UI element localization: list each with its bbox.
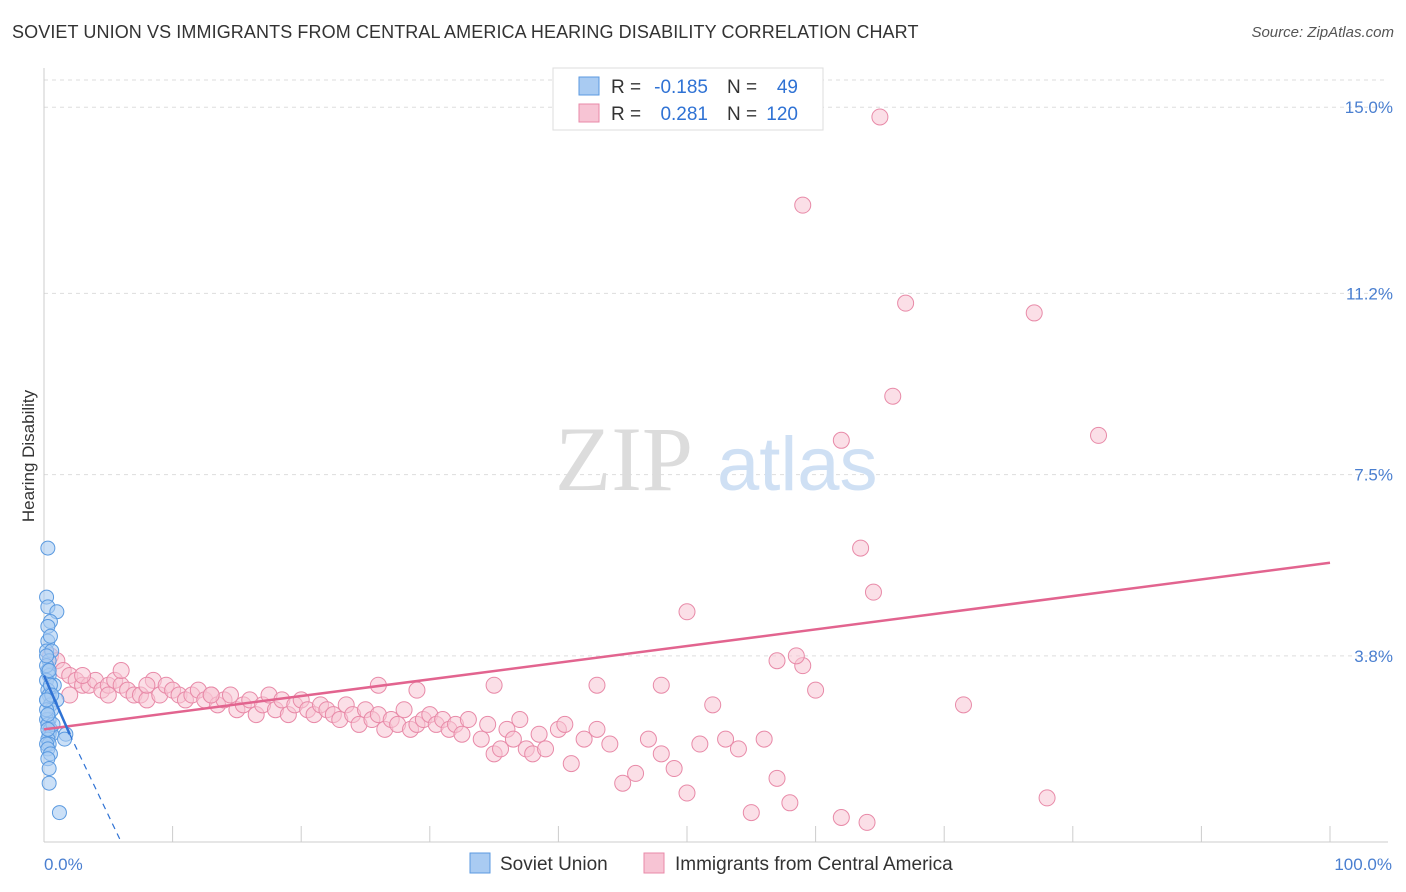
- legend-swatch-soviet-union: [578, 76, 600, 96]
- data-point-soviet-union: [41, 775, 57, 791]
- data-point-immigrants: [781, 794, 799, 812]
- data-point-immigrants: [537, 740, 555, 758]
- data-point-soviet-union: [42, 628, 58, 644]
- data-point-immigrants: [678, 603, 696, 621]
- x-tick-label-end: 100.0%: [1334, 855, 1392, 874]
- data-point-immigrants: [601, 735, 619, 753]
- data-point-immigrants: [871, 108, 889, 126]
- data-point-immigrants: [1038, 789, 1056, 807]
- data-point-immigrants: [453, 725, 471, 743]
- data-point-immigrants: [787, 647, 805, 665]
- legend-swatch-immigrants: [578, 103, 600, 123]
- data-point-immigrants: [530, 725, 548, 743]
- data-point-immigrants: [832, 431, 850, 449]
- series-legend-swatch-immigrants: [643, 852, 665, 874]
- y-tick-label: 7.5%: [1354, 466, 1393, 485]
- data-point-immigrants: [691, 735, 709, 753]
- data-point-immigrants: [202, 686, 220, 704]
- data-point-soviet-union: [41, 663, 57, 679]
- legend-r-label: R =: [611, 77, 641, 98]
- legend-n-label: N =: [727, 77, 757, 98]
- series-legend-label: Soviet Union: [500, 854, 608, 875]
- data-point-immigrants: [1025, 304, 1043, 322]
- data-point-immigrants: [485, 676, 503, 694]
- data-point-immigrants: [614, 774, 632, 792]
- trend-line-soviet-union-extrapolated: [69, 733, 122, 843]
- legend-r-value: -0.185: [654, 77, 708, 98]
- data-point-soviet-union: [40, 707, 56, 723]
- trend-lines: [42, 561, 1331, 843]
- series-legend-label: Immigrants from Central America: [675, 854, 953, 875]
- data-point-soviet-union: [51, 805, 67, 821]
- series-legend-swatch-soviet-union: [469, 852, 491, 874]
- data-point-immigrants: [864, 583, 882, 601]
- y-axis-label: Hearing Disability: [19, 389, 38, 522]
- data-point-immigrants: [395, 701, 413, 719]
- trend-line-soviet-union: [42, 674, 71, 735]
- grid-lines: [44, 79, 1388, 657]
- data-point-immigrants: [742, 804, 760, 822]
- data-point-immigrants: [768, 769, 786, 787]
- legend-r-value: 0.281: [660, 104, 708, 125]
- y-tick-label: 11.2%: [1346, 284, 1393, 303]
- data-point-immigrants: [832, 809, 850, 827]
- data-point-immigrants: [575, 730, 593, 748]
- series-legend: Soviet Union Immigrants from Central Ame…: [469, 852, 953, 875]
- data-point-immigrants: [852, 539, 870, 557]
- data-point-immigrants: [74, 666, 92, 684]
- x-axis-ticks: [43, 826, 1331, 842]
- data-point-immigrants: [459, 711, 477, 729]
- data-point-immigrants: [807, 681, 825, 699]
- watermark-atlas: atlas: [717, 422, 878, 507]
- data-point-immigrants: [627, 764, 645, 782]
- data-point-immigrants: [897, 294, 915, 312]
- data-point-immigrants: [562, 755, 580, 773]
- legend-n-value: 120: [766, 104, 798, 125]
- data-point-immigrants: [768, 652, 786, 670]
- data-point-immigrants: [678, 784, 696, 802]
- data-point-immigrants: [221, 686, 239, 704]
- data-point-immigrants: [652, 676, 670, 694]
- data-point-immigrants: [492, 740, 510, 758]
- correlation-legend: R = -0.185 N = 49 R = 0.281 N = 120: [552, 67, 824, 131]
- watermark-zip: ZIP: [555, 408, 693, 510]
- data-point-immigrants: [556, 715, 574, 733]
- data-point-immigrants: [472, 730, 490, 748]
- data-point-soviet-union: [41, 761, 57, 777]
- data-point-immigrants: [479, 715, 497, 733]
- data-point-immigrants: [588, 676, 606, 694]
- source-credit: Source: ZipAtlas.com: [1251, 24, 1394, 41]
- legend-n-value: 49: [777, 77, 798, 98]
- data-point-immigrants: [408, 681, 426, 699]
- data-point-immigrants: [639, 730, 657, 748]
- data-point-immigrants: [1090, 426, 1108, 444]
- data-point-immigrants: [99, 686, 117, 704]
- trend-line-immigrants: [43, 561, 1331, 731]
- y-tick-label: 3.8%: [1354, 647, 1393, 666]
- data-point-immigrants: [138, 676, 156, 694]
- y-tick-label: 15.0%: [1345, 98, 1393, 117]
- data-point-immigrants: [652, 745, 670, 763]
- data-point-immigrants: [665, 760, 683, 778]
- data-point-immigrants: [511, 711, 529, 729]
- legend-r-label: R =: [611, 104, 641, 125]
- data-point-immigrants: [858, 813, 876, 831]
- chart-title: SOVIET UNION VS IMMIGRANTS FROM CENTRAL …: [12, 22, 919, 42]
- data-point-immigrants: [794, 196, 812, 214]
- data-point-immigrants: [729, 740, 747, 758]
- x-tick-label-start: 0.0%: [44, 855, 83, 874]
- data-point-immigrants: [504, 730, 522, 748]
- y-tick-labels: 3.8% 7.5% 11.2% 15.0%: [1345, 98, 1393, 666]
- data-point-immigrants: [954, 696, 972, 714]
- data-point-soviet-union: [40, 540, 56, 556]
- legend-n-label: N =: [727, 104, 757, 125]
- data-point-immigrants: [884, 387, 902, 405]
- data-point-immigrants: [755, 730, 773, 748]
- data-point-immigrants: [704, 696, 722, 714]
- data-point-immigrants: [588, 720, 606, 738]
- data-point-immigrants: [112, 662, 130, 680]
- data-point-soviet-union: [39, 648, 55, 664]
- data-point-immigrants: [717, 730, 735, 748]
